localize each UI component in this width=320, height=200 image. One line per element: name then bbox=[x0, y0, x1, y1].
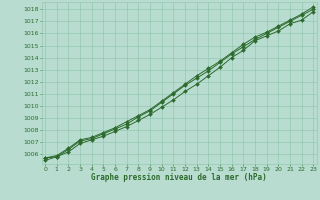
X-axis label: Graphe pression niveau de la mer (hPa): Graphe pression niveau de la mer (hPa) bbox=[91, 173, 267, 182]
